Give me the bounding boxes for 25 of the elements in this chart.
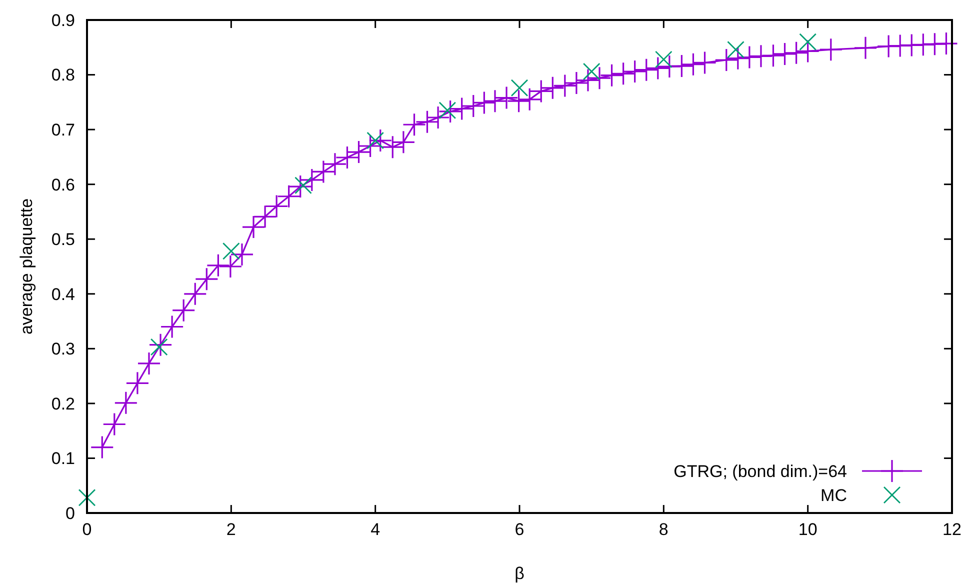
y-tick-label: 0.4 (51, 284, 75, 304)
x-tick-label: 12 (942, 520, 962, 539)
x-tick-label: 0 (82, 520, 92, 539)
x-tick-label: 10 (798, 520, 818, 539)
point (78, 488, 96, 506)
y-tick-label: 0.1 (51, 449, 75, 468)
y-tick-label: 0.7 (51, 120, 75, 140)
x-axis-title: β (514, 564, 525, 583)
x-tick-label: 2 (226, 520, 236, 539)
x-tick-label: 4 (370, 520, 380, 539)
point (222, 242, 240, 260)
y-tick-label: 0.2 (51, 394, 75, 414)
point (510, 79, 528, 97)
y-tick-label: 0.6 (51, 175, 75, 194)
x-tick-label: 8 (658, 520, 668, 539)
legend-label: MC (820, 486, 847, 505)
y-tick-label: 0.9 (51, 10, 75, 30)
y-tick-label: 0.8 (51, 66, 75, 85)
point (799, 33, 817, 51)
legend-label: GTRG; (bond dim.)=64 (674, 462, 847, 481)
y-axis-title: average plaquette (17, 198, 36, 335)
x-tick-label: 6 (514, 520, 524, 539)
y-tick-label: 0.3 (51, 340, 75, 359)
y-tick-label: 0 (66, 504, 75, 523)
y-tick-label: 0.5 (51, 230, 75, 250)
